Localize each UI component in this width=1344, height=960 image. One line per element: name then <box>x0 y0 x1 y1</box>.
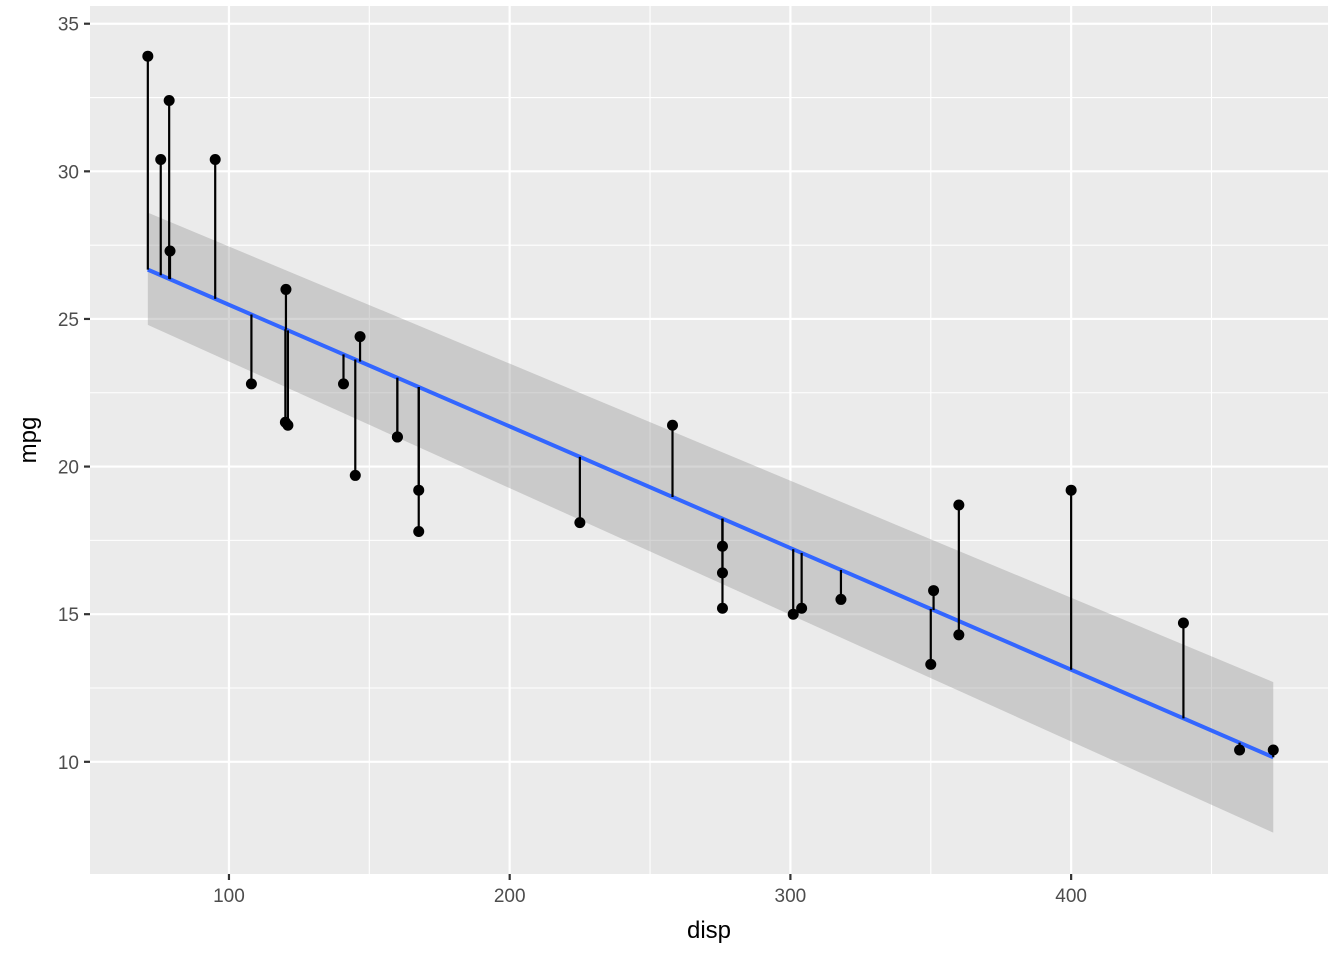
data-point <box>164 245 176 257</box>
data-point <box>245 378 257 390</box>
data-point <box>163 94 175 106</box>
data-point <box>925 658 937 670</box>
data-point <box>209 154 221 166</box>
x-tick-label: 100 <box>213 886 245 907</box>
confidence-band-area <box>147 212 1274 833</box>
data-point <box>787 608 799 620</box>
data-point <box>667 419 679 431</box>
data-point <box>716 540 728 552</box>
data-point <box>1234 744 1246 756</box>
fit-line <box>147 267 1275 760</box>
x-tick-label: 400 <box>1055 886 1087 907</box>
confidence-band <box>147 212 1274 833</box>
y-axis-ticks: 10 15 20 25 30 35 <box>58 15 90 774</box>
data-point <box>928 585 940 597</box>
y-tick-label: 10 <box>58 753 79 774</box>
data-point <box>1177 617 1189 629</box>
data-point <box>413 484 425 496</box>
x-axis-title: disp <box>687 917 731 944</box>
data-point <box>953 629 965 641</box>
regression-line <box>147 267 1275 760</box>
data-point <box>282 419 294 431</box>
data-point <box>337 378 349 390</box>
x-axis-ticks: 100 200 300 400 <box>213 874 1087 907</box>
x-tick-label: 200 <box>494 886 526 907</box>
plot-panel <box>90 6 1328 874</box>
data-point <box>1065 484 1077 496</box>
data-point <box>349 469 361 481</box>
data-point <box>716 567 728 579</box>
y-tick-label: 30 <box>58 162 79 183</box>
data-point <box>574 517 586 529</box>
y-axis-title: mpg <box>15 417 42 464</box>
data-point <box>142 50 154 62</box>
x-tick-label: 300 <box>775 886 807 907</box>
data-point <box>413 526 425 538</box>
y-tick-label: 20 <box>58 458 79 479</box>
data-point <box>391 431 403 443</box>
y-tick-label: 25 <box>58 310 79 331</box>
data-point <box>796 602 808 614</box>
data-points <box>142 50 1279 756</box>
data-point <box>155 154 167 166</box>
data-point <box>953 499 965 511</box>
y-tick-label: 35 <box>58 15 79 36</box>
data-point <box>1267 744 1279 756</box>
y-tick-label: 15 <box>58 605 79 626</box>
data-point <box>280 283 292 295</box>
data-point <box>354 331 366 343</box>
data-point <box>835 593 847 605</box>
data-point <box>716 602 728 614</box>
major-gridlines <box>90 6 1328 874</box>
